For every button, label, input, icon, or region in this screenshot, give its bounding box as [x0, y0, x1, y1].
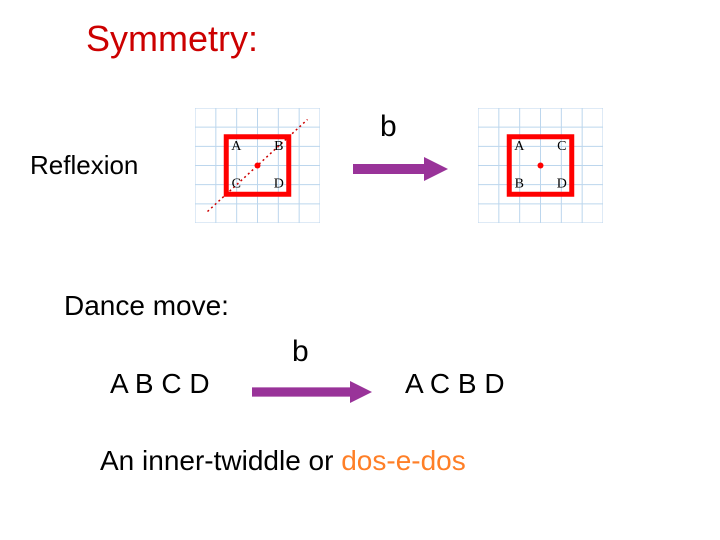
- svg-text:C: C: [557, 139, 566, 154]
- operation-label-top: b: [380, 110, 397, 144]
- svg-text:C: C: [232, 176, 241, 191]
- footer-dos-e-dos: dos-e-dos: [341, 445, 466, 476]
- svg-text:D: D: [274, 176, 284, 191]
- sequence-right: A C B D: [405, 368, 505, 400]
- footer-line: An inner-twiddle or dos-e-dos: [100, 445, 466, 477]
- page-title: Symmetry:: [86, 18, 258, 60]
- svg-text:B: B: [274, 139, 283, 154]
- svg-text:A: A: [231, 139, 242, 154]
- arrow-top: [353, 157, 448, 181]
- subtitle-reflexion: Reflexion: [30, 150, 138, 181]
- arrow-icon: [252, 381, 372, 403]
- grid-right-svg: A C B D: [478, 108, 603, 223]
- grid-left: A B C D: [195, 108, 320, 223]
- arrow-bottom: [252, 381, 372, 403]
- footer-plain: An inner-twiddle or: [100, 445, 341, 476]
- svg-text:B: B: [515, 176, 524, 191]
- grid-left-svg: A B C D: [195, 108, 320, 223]
- operation-label-bottom: b: [292, 335, 309, 369]
- svg-text:D: D: [557, 176, 567, 191]
- svg-text:A: A: [514, 139, 525, 154]
- arrow-icon: [353, 157, 448, 181]
- grid-right: A C B D: [478, 108, 603, 223]
- sequence-left: A B C D: [110, 368, 210, 400]
- dance-move-label: Dance move:: [64, 290, 229, 322]
